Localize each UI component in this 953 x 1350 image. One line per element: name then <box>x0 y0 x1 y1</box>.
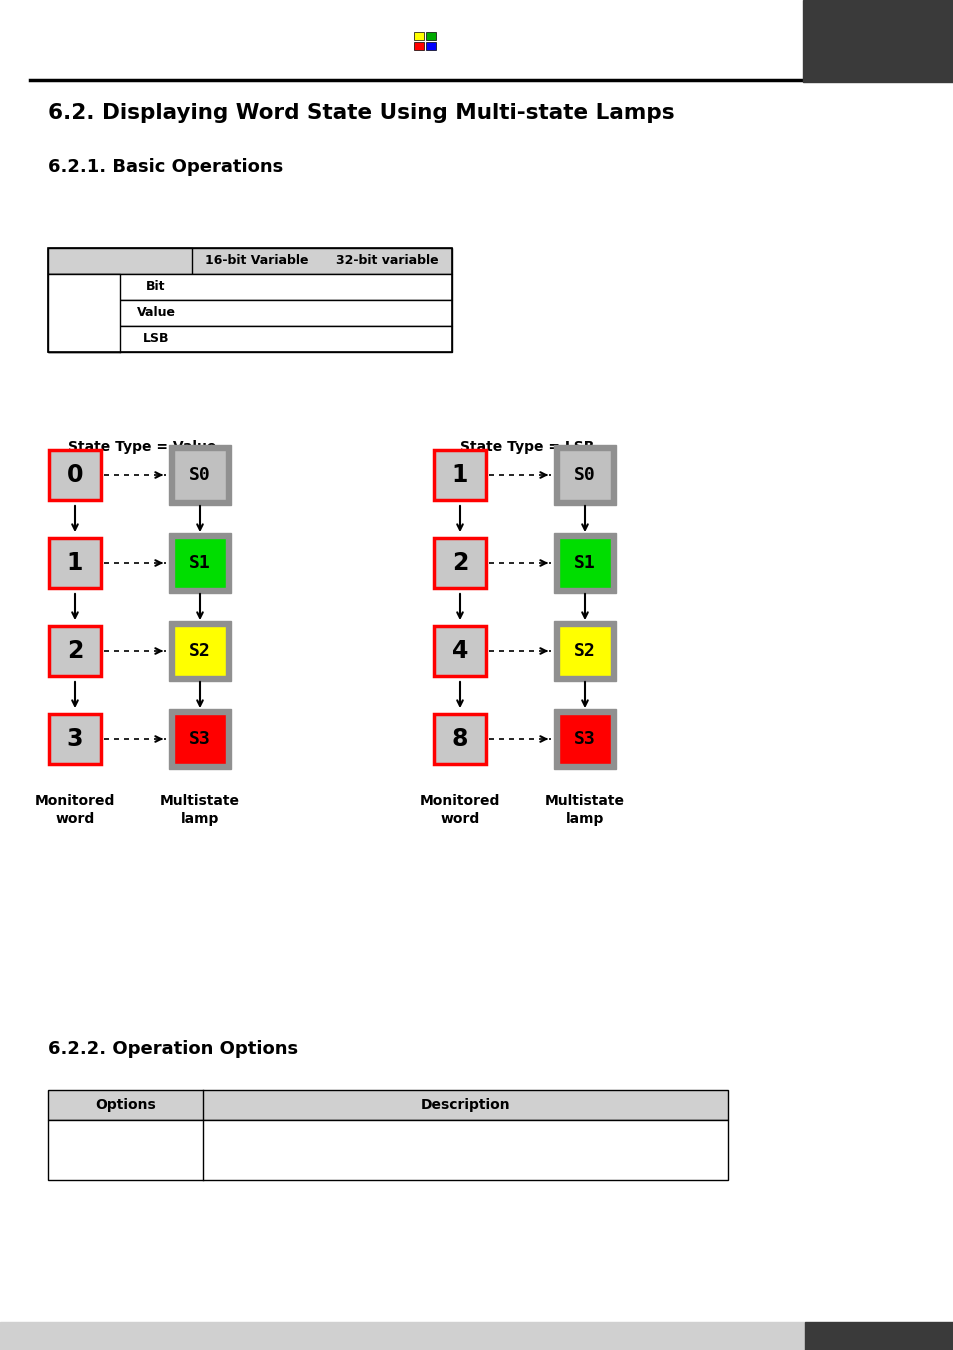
Text: Options: Options <box>95 1098 155 1112</box>
Text: S0: S0 <box>189 466 211 485</box>
Bar <box>558 539 610 589</box>
Text: Monitored
word: Monitored word <box>419 794 499 826</box>
Text: 3: 3 <box>67 728 83 751</box>
Text: 1: 1 <box>452 463 468 487</box>
Bar <box>48 325 452 352</box>
Text: 6.2. Displaying Word State Using Multi-state Lamps: 6.2. Displaying Word State Using Multi-s… <box>48 103 674 123</box>
Text: Description: Description <box>420 1098 510 1112</box>
Text: LSB: LSB <box>143 332 169 346</box>
Bar <box>173 539 226 589</box>
Bar <box>558 450 610 500</box>
Text: 1: 1 <box>67 551 83 575</box>
Text: 2: 2 <box>452 551 468 575</box>
Text: Monitored
word: Monitored word <box>34 794 115 826</box>
Bar <box>558 626 610 676</box>
Text: S1: S1 <box>574 554 596 572</box>
Bar <box>169 709 231 769</box>
Bar <box>48 248 452 352</box>
Text: 6.2.1. Basic Operations: 6.2.1. Basic Operations <box>48 158 283 176</box>
Bar <box>48 1089 727 1120</box>
Bar <box>48 274 120 352</box>
Bar <box>434 714 485 764</box>
Bar <box>173 714 226 764</box>
Bar <box>434 626 485 676</box>
Text: S2: S2 <box>574 643 596 660</box>
Text: S0: S0 <box>574 466 596 485</box>
Text: 0: 0 <box>67 463 83 487</box>
Bar <box>48 300 452 325</box>
Bar <box>554 621 616 680</box>
Bar <box>554 533 616 593</box>
Bar <box>169 621 231 680</box>
Text: Multistate
lamp: Multistate lamp <box>160 794 240 826</box>
Bar <box>169 446 231 505</box>
Text: S1: S1 <box>189 554 211 572</box>
Bar <box>48 1120 727 1180</box>
Text: 2: 2 <box>67 639 83 663</box>
Bar <box>49 539 101 589</box>
Text: Bit: Bit <box>146 281 166 293</box>
Bar <box>49 714 101 764</box>
Text: S3: S3 <box>574 730 596 748</box>
Bar <box>802 0 953 82</box>
Text: State Type = Value: State Type = Value <box>69 440 216 454</box>
Text: S2: S2 <box>189 643 211 660</box>
Text: Value: Value <box>136 306 175 320</box>
Bar <box>0 1322 804 1350</box>
Text: 4: 4 <box>452 639 468 663</box>
Bar <box>48 274 452 300</box>
Text: Multistate
lamp: Multistate lamp <box>544 794 624 826</box>
Bar <box>554 446 616 505</box>
Bar <box>173 450 226 500</box>
Text: State
Type: State Type <box>65 297 103 328</box>
Bar <box>48 248 192 274</box>
Bar <box>48 248 452 274</box>
Bar <box>426 42 436 50</box>
Bar <box>49 626 101 676</box>
Bar <box>558 714 610 764</box>
Bar <box>554 709 616 769</box>
Bar <box>426 32 436 40</box>
Text: 16-bit Variable: 16-bit Variable <box>205 255 309 267</box>
Bar <box>414 32 423 40</box>
Text: 32-bit variable: 32-bit variable <box>335 255 437 267</box>
Bar <box>173 626 226 676</box>
Bar <box>414 42 423 50</box>
Bar <box>169 533 231 593</box>
Text: 6.2.2. Operation Options: 6.2.2. Operation Options <box>48 1040 297 1058</box>
Bar <box>49 450 101 500</box>
Bar <box>434 450 485 500</box>
Text: S3: S3 <box>189 730 211 748</box>
Bar <box>804 1322 953 1350</box>
Bar <box>434 539 485 589</box>
Text: 8: 8 <box>452 728 468 751</box>
Text: State Type = LSB: State Type = LSB <box>460 440 594 454</box>
